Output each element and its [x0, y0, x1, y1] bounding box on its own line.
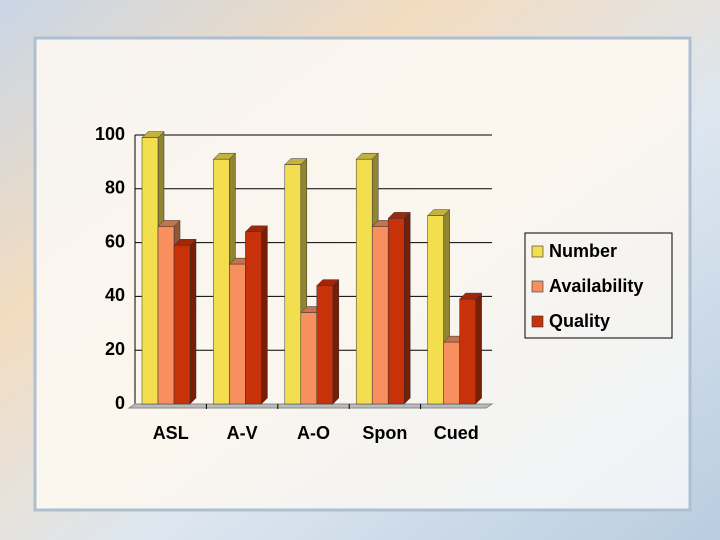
bar-side [403, 211, 411, 405]
bar-front [316, 285, 334, 405]
legend-label: Quality [549, 311, 610, 331]
bar-front [157, 226, 175, 405]
y-tick-label: 60 [105, 231, 125, 251]
bar-front [443, 341, 460, 405]
bar-front [229, 263, 246, 405]
legend-swatch [531, 280, 544, 293]
x-tick-label: Spon [362, 423, 407, 443]
bar-side [189, 238, 197, 405]
bar-front [459, 298, 476, 405]
bar-front [173, 245, 191, 405]
bar-front [387, 218, 405, 405]
bar-side [475, 292, 482, 405]
y-tick-label: 40 [105, 285, 125, 305]
bar [458, 292, 483, 405]
bar [173, 238, 197, 405]
bar-front [355, 158, 373, 405]
bar-side [261, 225, 268, 405]
legend-label: Number [549, 241, 617, 261]
x-tick-label: A-O [297, 423, 330, 443]
bar-front [284, 164, 302, 405]
bar-side [332, 279, 340, 405]
legend-swatch [531, 315, 544, 328]
x-tick-label: Cued [434, 423, 479, 443]
legend-swatch [531, 245, 544, 258]
x-tick-label: A-V [227, 423, 258, 443]
bar-front [371, 226, 389, 405]
y-tick-label: 20 [105, 339, 125, 359]
bar [244, 225, 269, 405]
y-tick-label: 100 [95, 124, 125, 144]
legend-label: Availability [549, 276, 643, 296]
y-tick-label: 0 [115, 393, 125, 413]
bar-front [245, 231, 262, 405]
bar-front [141, 137, 159, 405]
bar-front [213, 158, 230, 405]
bar [387, 211, 411, 405]
legend-box [524, 232, 673, 339]
bar [316, 279, 340, 405]
y-tick-label: 80 [105, 178, 125, 198]
floor [127, 403, 494, 409]
x-tick-label: ASL [153, 423, 189, 443]
bar-front [300, 312, 318, 405]
bar-front [427, 215, 444, 405]
